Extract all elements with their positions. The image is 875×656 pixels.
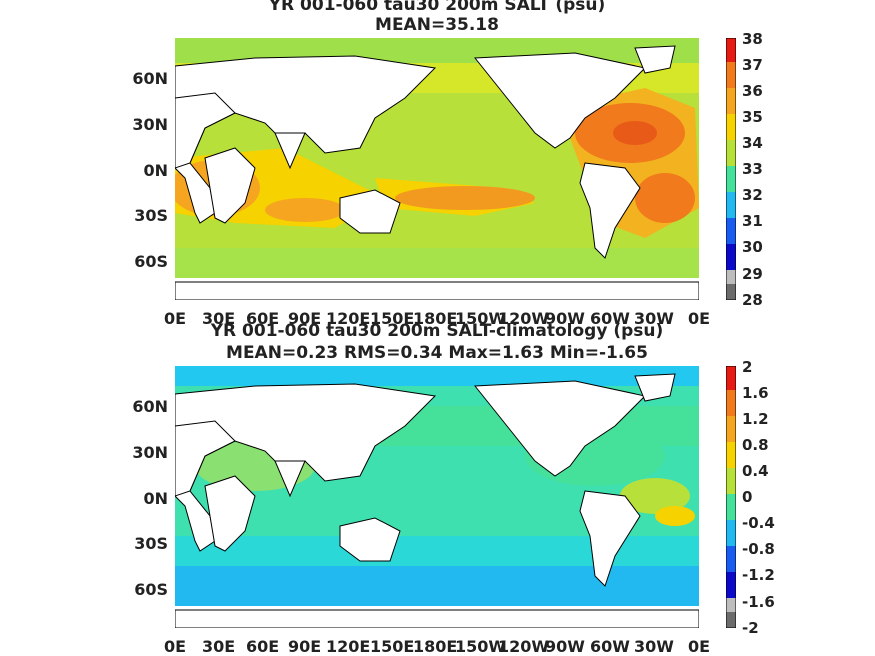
bottom-lat-label: 30N xyxy=(132,443,168,462)
top-lat-label: 30S xyxy=(134,206,168,225)
bottom-lat-label: 60N xyxy=(132,397,168,416)
top-cbar-tick: 31 xyxy=(742,212,763,230)
bottom-lat-label: 30S xyxy=(134,534,168,553)
top-cbar-tick: 38 xyxy=(742,30,763,48)
bottom-cbar-tick: 0 xyxy=(742,488,753,506)
bottom-lon-label: 120W xyxy=(498,637,550,656)
bottom-cbar-tick: -0.8 xyxy=(742,540,775,558)
bottom-lon-label: 90E xyxy=(288,637,322,656)
bottom-lon-label: 30W xyxy=(634,637,674,656)
bottom-lon-label: 150E xyxy=(370,637,415,656)
top-cbar-tick: 30 xyxy=(742,238,763,256)
bottom-cbar-tick: -0.4 xyxy=(742,514,775,532)
bottom-lat-label: 0N xyxy=(143,489,168,508)
bottom-lon-label: 90W xyxy=(545,637,585,656)
bottom-cbar-tick: 2 xyxy=(742,358,753,376)
bottom-map-panel xyxy=(175,366,699,628)
bottom-lon-label: 150W xyxy=(455,637,507,656)
bottom-lon-label: 120E xyxy=(326,637,371,656)
bottom-lon-label: 60E xyxy=(246,637,280,656)
top-lat-label: 0N xyxy=(143,161,168,180)
bottom-lon-label: 0E xyxy=(164,637,187,656)
bottom-cbar-tick: -1.2 xyxy=(742,566,775,584)
bottom-cbar-tick: 1.2 xyxy=(742,410,769,428)
top-lon-label: 0E xyxy=(164,309,187,328)
top-lon-label: 120W xyxy=(498,309,550,328)
top-lon-label: 150W xyxy=(455,309,507,328)
bottom-cbar-tick: -2 xyxy=(742,619,759,637)
bottom-lon-label: 60W xyxy=(590,637,630,656)
top-lat-label: 60N xyxy=(132,69,168,88)
top-cbar-tick: 28 xyxy=(742,291,763,309)
top-lon-label: 30W xyxy=(634,309,674,328)
top-cbar-tick: 33 xyxy=(742,160,763,178)
top-lon-label: 60E xyxy=(246,309,280,328)
top-lon-label: 120E xyxy=(326,309,371,328)
top-lat-label: 30N xyxy=(132,115,168,134)
top-cbar-tick: 37 xyxy=(742,56,763,74)
bottom-cbar-tick: 0.8 xyxy=(742,436,769,454)
bottom-title-line1: YR 001-060 tau30 200m SALT-climatology (… xyxy=(210,321,664,341)
top-title-line1: YR 001-060 tau30 200m SALT (psu) xyxy=(268,0,606,15)
bottom-cbar-tick: 0.4 xyxy=(742,462,769,480)
top-lon-label: 0E xyxy=(688,309,711,328)
top-cbar-tick: 32 xyxy=(742,186,763,204)
top-lon-label: 180E xyxy=(413,309,458,328)
top-cbar-tick: 34 xyxy=(742,134,763,152)
top-map-panel xyxy=(175,38,699,300)
bottom-lon-label: 30E xyxy=(202,637,236,656)
bottom-lon-label: 180E xyxy=(413,637,458,656)
bottom-cbar-tick: -1.6 xyxy=(742,593,775,611)
bottom-title-line2: MEAN=0.23 RMS=0.34 Max=1.63 Min=-1.65 xyxy=(226,343,648,363)
bottom-lon-label: 0E xyxy=(688,637,711,656)
bottom-lat-label: 60S xyxy=(134,580,168,599)
top-lon-label: 90E xyxy=(288,309,322,328)
top-lon-label: 30E xyxy=(202,309,236,328)
top-lon-label: 150E xyxy=(370,309,415,328)
top-cbar-tick: 36 xyxy=(742,82,763,100)
top-lon-label: 90W xyxy=(545,309,585,328)
bottom-cbar-tick: 1.6 xyxy=(742,384,769,402)
top-colorbar xyxy=(726,38,736,300)
bottom-colorbar xyxy=(726,366,736,628)
top-lat-label: 60S xyxy=(134,252,168,271)
top-title-line2: MEAN=35.18 xyxy=(375,15,499,35)
top-lon-label: 60W xyxy=(590,309,630,328)
top-cbar-tick: 35 xyxy=(742,108,763,126)
top-cbar-tick: 29 xyxy=(742,265,763,283)
